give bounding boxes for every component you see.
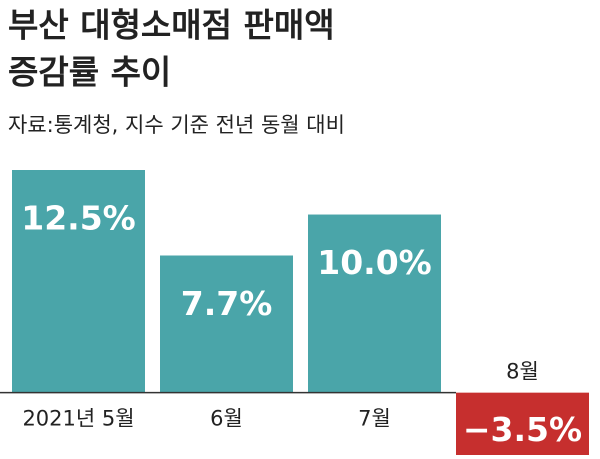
x-tick-label: 2021년 5월 [22, 407, 134, 431]
value-label: 7.7% [181, 284, 273, 323]
bar [12, 170, 145, 393]
chart-subtitle: 자료:통계청, 지수 기준 전년 동월 대비 [8, 113, 345, 137]
bar [308, 214, 441, 393]
chart-title: 부산 대형소매점 판매액 [8, 6, 335, 45]
value-label: −3.5% [463, 410, 582, 449]
x-tick-label: 8월 [506, 360, 539, 384]
value-label: 10.0% [317, 243, 432, 282]
x-tick-label: 6월 [210, 407, 243, 431]
chart-title: 증감률 추이 [8, 53, 171, 92]
bar [160, 255, 293, 393]
bar [456, 392, 589, 455]
value-label: 12.5% [21, 199, 136, 238]
x-tick-label: 7월 [358, 407, 391, 431]
